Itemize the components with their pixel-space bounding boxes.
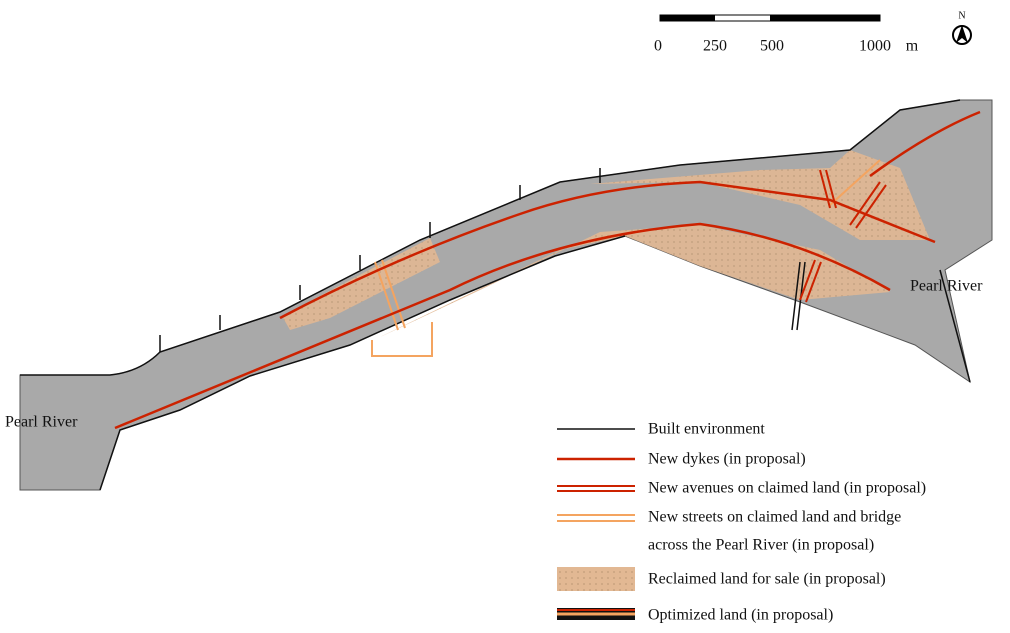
scale-label: 0	[654, 38, 662, 55]
legend-label: Reclaimed land for sale (in proposal)	[648, 571, 886, 588]
legend-label: New avenues on claimed land (in proposal…	[648, 480, 926, 497]
legend-label: Optimized land (in proposal)	[648, 607, 833, 624]
legend-label: New dykes (in proposal)	[648, 451, 806, 468]
legend-label: New streets on claimed land and bridge	[648, 509, 901, 526]
place-label: Pearl River	[5, 414, 78, 431]
place-label: Pearl River	[910, 278, 983, 295]
scale-label: 250	[703, 38, 727, 55]
scale-label: 500	[760, 38, 784, 55]
legend-label: Built environment	[648, 421, 765, 438]
legend: Built environment New dykes (in proposal…	[557, 421, 926, 624]
north-arrow: N	[953, 10, 971, 44]
scale-bar: 0 250 500 1000 m	[654, 15, 919, 55]
scale-label: 1000	[859, 38, 891, 55]
scale-unit: m	[906, 38, 919, 55]
north-label: N	[958, 10, 965, 21]
legend-label: across the Pearl River (in proposal)	[648, 537, 874, 554]
map: 0 250 500 1000 m N Pearl Riv	[0, 0, 1010, 633]
